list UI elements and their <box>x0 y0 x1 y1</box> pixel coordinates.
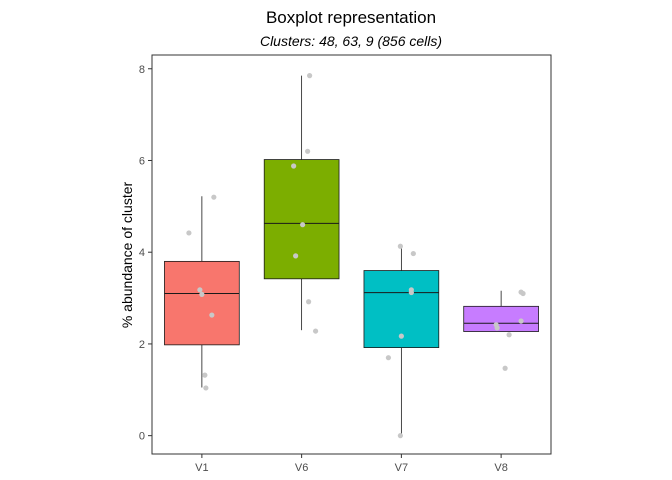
data-point-v8-3 <box>518 318 524 324</box>
data-point-v8-5 <box>494 325 500 331</box>
data-point-v7-2 <box>410 250 416 257</box>
data-point-v1-2 <box>186 230 192 236</box>
data-point-v7-1 <box>397 243 403 249</box>
y-tick-label-4: 4 <box>139 247 145 259</box>
data-point-v8-6 <box>506 332 512 338</box>
y-tick-label-6: 6 <box>139 155 145 167</box>
data-point-v1-7 <box>203 385 209 391</box>
data-point-v1-3 <box>197 287 203 293</box>
data-point-v1-5 <box>209 312 215 318</box>
chart-title: Boxplot representation <box>266 8 436 27</box>
data-point-v1-4 <box>199 291 205 297</box>
y-tick-label-2: 2 <box>139 339 145 351</box>
x-tick-label-V6: V6 <box>295 462 308 474</box>
box-v8 <box>463 305 539 332</box>
data-point-v8-7 <box>502 365 508 371</box>
data-point-v6-1 <box>307 73 313 79</box>
data-point-v8-2 <box>520 290 526 297</box>
y-tick-label-0: 0 <box>139 431 145 443</box>
y-tick-label-8: 8 <box>139 64 145 76</box>
data-point-v1-6 <box>202 372 208 378</box>
data-point-v7-5 <box>398 333 404 339</box>
data-point-v6-4 <box>300 222 306 228</box>
data-point-v6-6 <box>306 299 312 305</box>
x-tick-label-V8: V8 <box>494 462 507 474</box>
data-point-v6-2 <box>305 148 311 154</box>
data-point-v6-3 <box>291 163 297 169</box>
plot-panel-border <box>151 54 552 455</box>
box-v1 <box>164 260 240 346</box>
plot-area: 0 2 4 6 8 V1 V6 V7 V8 <box>139 54 552 474</box>
data-point-v7-7 <box>397 433 403 439</box>
data-point-v7-4 <box>408 289 414 296</box>
box-v6 <box>263 159 340 280</box>
data-point-v6-5 <box>293 253 299 259</box>
chart-subtitle: Clusters: 48, 63, 9 (856 cells) <box>260 33 442 49</box>
x-tick-label-V7: V7 <box>395 462 408 474</box>
data-point-v6-7 <box>312 328 319 334</box>
y-axis-title: % abundance of cluster <box>119 182 135 329</box>
x-tick-label-V1: V1 <box>195 462 208 474</box>
data-point-v1-1 <box>211 194 217 200</box>
data-point-v7-6 <box>385 355 392 361</box>
